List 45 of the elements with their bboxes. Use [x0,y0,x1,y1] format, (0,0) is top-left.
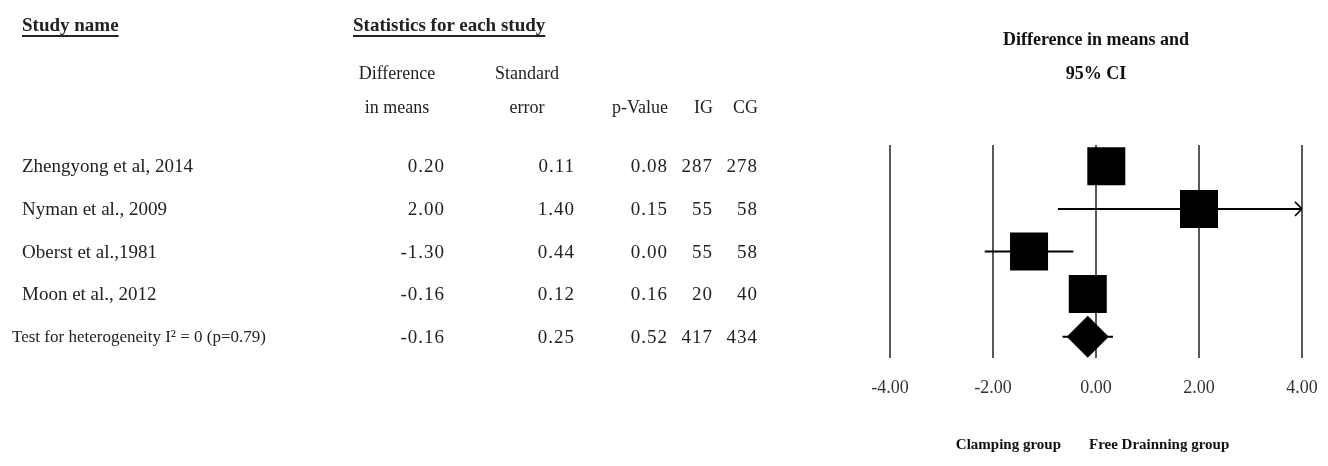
data-label: 0.52 [630,324,668,349]
data-label: 55 [692,239,713,264]
data-label: 434 [726,324,758,349]
category-label: Nyman et al., 2009 [22,196,168,221]
data-label: 58 [737,196,758,221]
data-label: 0.11 [538,154,575,179]
category-label: Zhengyong et al, 2014 [22,154,193,179]
data-label: 287 [681,154,713,179]
text: Clamping group [954,436,1062,453]
x-tick-label: -4.00 [871,376,909,397]
text: Free Drainning group [1088,436,1231,453]
data-label: 0.08 [630,154,668,179]
text: Study name [22,14,119,36]
data-label: 0.16 [630,282,668,307]
x-tick-label: 0.00 [1080,376,1112,397]
x-tick-label: -2.00 [974,376,1012,397]
category-label: Test for heterogeneity I² = 0 (p=0.79) [12,325,266,348]
text: IG [694,96,713,119]
data-label: 58 [737,239,758,264]
text: p-Value [612,96,668,119]
x-tick-label: 4.00 [1286,376,1318,397]
category-label: Moon et al., 2012 [22,282,157,307]
data-label: -0.16 [400,282,445,307]
text: Statistics for each study [353,14,546,36]
data-label: 417 [681,324,713,349]
text: CG [732,96,758,119]
chart-title: Difference in means and 95% CI [1001,28,1191,85]
data-label: 0.12 [537,282,575,307]
text: Standard error [495,62,559,119]
data-label: 55 [692,196,713,221]
data-label: 1.40 [537,196,575,221]
data-label: 2.00 [407,196,445,221]
x-tick-label: 2.00 [1183,376,1215,397]
data-label: 0.00 [630,239,668,264]
text: Difference in means [358,62,436,119]
data-label: 278 [726,154,758,179]
data-label: -0.16 [400,324,445,349]
data-label: 20 [692,282,713,307]
category-label: Oberst et al.,1981 [22,239,158,264]
data-label: -1.30 [400,239,445,264]
data-label: 0.44 [537,239,575,264]
data-label: 0.20 [407,154,445,179]
data-label: 0.15 [630,196,668,221]
data-label: 0.25 [537,324,575,349]
data-label: 40 [737,282,758,307]
